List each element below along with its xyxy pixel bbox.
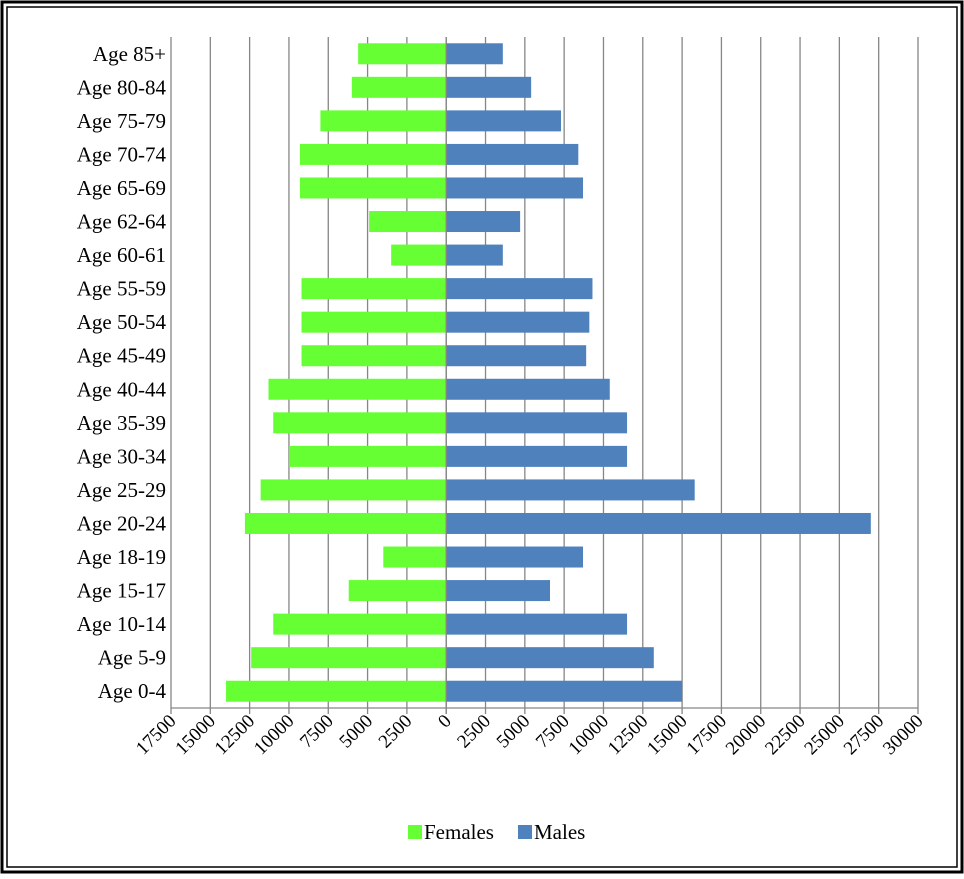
bar-males [446,445,628,467]
bar-females [288,445,447,467]
bar-females [358,43,447,65]
bar-females [251,647,447,669]
x-tick-label: 17500 [132,711,180,759]
category-label: Age 55-59 [77,277,166,301]
x-tick-label: 30000 [879,711,927,759]
bar-males [446,311,590,333]
bar-females [260,479,447,501]
bar-males [446,647,654,669]
bar-males [446,43,503,65]
bar-females [273,412,447,434]
category-label: Age 80-84 [77,75,167,99]
category-label: Age 30-34 [77,444,167,468]
x-tick-label: 0 [434,711,456,733]
x-tick-label: 5000 [335,711,377,753]
category-label: Age 35-39 [77,411,166,435]
category-label: Age 65-69 [77,176,166,200]
bar-females [299,143,447,165]
category-label: Age 50-54 [77,310,167,334]
x-tick-label: 15000 [171,711,219,759]
bar-males [446,76,532,98]
category-label: Age 0-4 [98,679,167,703]
inner-border [6,6,958,868]
x-tick-label: 2500 [453,711,495,753]
category-labels: Age 0-4 Age 5-9 Age 10-14 Age 15-17 Age 18-1… [77,42,167,703]
bar-males [446,177,584,199]
bar-males [446,412,628,434]
bar-males [446,110,562,132]
bar-females [268,378,447,400]
legend-label: Females [424,820,494,844]
category-label: Age 18-19 [77,545,166,569]
category-label: Age 62-64 [77,210,167,234]
bar-females [226,680,447,702]
bar-females [348,580,447,602]
category-label: Age 45-49 [77,344,166,368]
bar-males [446,680,683,702]
x-tick-label: 17500 [683,711,731,759]
category-label: Age 10-14 [77,612,167,636]
bar-males [446,378,610,400]
bar-females [301,311,447,333]
bar-females [383,546,447,568]
bar-females [273,613,447,635]
x-tick-label: 12500 [211,711,259,759]
x-tick-label: 5000 [493,711,535,753]
category-label: Age 15-17 [77,579,166,603]
bar-males [446,143,579,165]
bar-males [446,580,551,602]
category-label: Age 40-44 [77,377,167,401]
x-tick-label: 10000 [250,711,298,759]
category-label: Age 20-24 [77,511,167,535]
bar-males [446,613,628,635]
category-label: Age 85+ [93,42,166,66]
bar-females [391,244,447,266]
category-label: Age 75-79 [77,109,166,133]
bar-females [299,177,447,199]
bar-females [369,211,447,233]
legend-swatch [408,825,422,839]
bar-males [446,479,695,501]
bar-males [446,278,593,300]
bar-females [301,345,447,367]
bar-females [351,76,447,98]
grid-lines [170,37,919,708]
x-tick-label: 20000 [722,711,770,759]
x-tick-label: 2500 [375,711,417,753]
category-label: Age 25-29 [77,478,166,502]
bar-males [446,512,871,534]
category-label: Age 5-9 [98,646,166,670]
bar-females [320,110,447,132]
x-tick-label: 27500 [840,711,888,759]
bar-males [446,546,584,568]
bar-males [446,211,521,233]
x-tick-label: 22500 [761,711,809,759]
category-label: Age 70-74 [77,142,167,166]
legend: Females Males [408,820,585,844]
bar-females [244,512,447,534]
x-tick-label: 7500 [296,711,338,753]
bar-males [446,244,503,266]
x-tick-label: 10000 [565,711,613,759]
x-tick-label: 15000 [643,711,691,759]
legend-swatch [518,825,532,839]
bar-females [301,278,447,300]
bar-males [446,345,587,367]
x-tick-label: 12500 [604,711,652,759]
category-label: Age 60-61 [77,243,166,267]
legend-label: Males [534,820,585,844]
bars [226,43,871,702]
x-tick-label: 25000 [800,711,848,759]
